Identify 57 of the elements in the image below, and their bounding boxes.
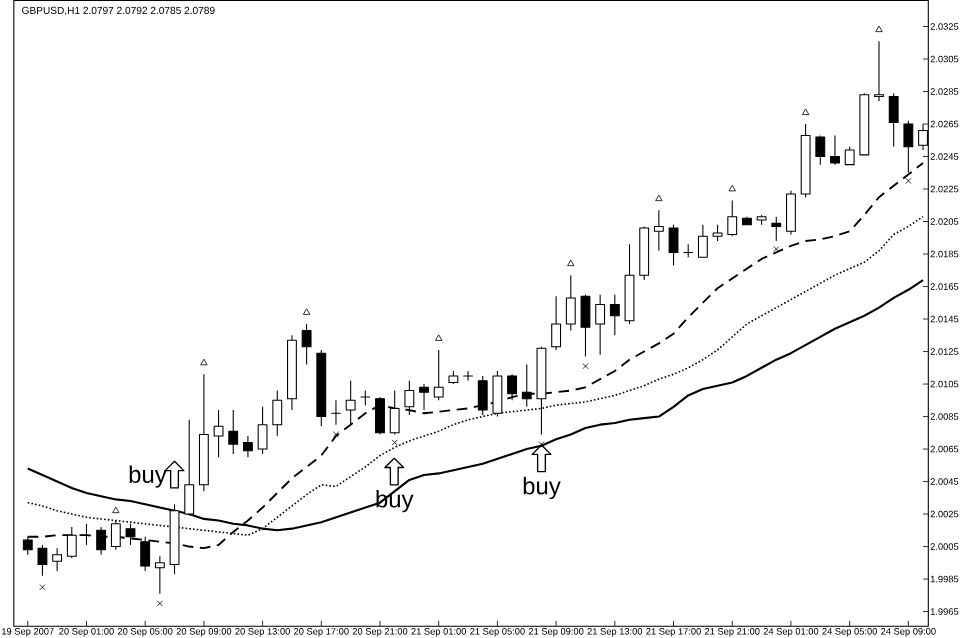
candlestick bbox=[463, 370, 473, 382]
candlestick bbox=[52, 547, 63, 572]
candlestick bbox=[345, 380, 356, 426]
candlestick bbox=[37, 544, 48, 577]
point bbox=[39, 584, 46, 591]
candlestick bbox=[565, 274, 576, 332]
point bbox=[435, 334, 443, 341]
point bbox=[156, 600, 163, 607]
candlestick bbox=[272, 390, 283, 437]
point bbox=[905, 177, 912, 185]
candlestick bbox=[653, 209, 664, 252]
point bbox=[332, 431, 340, 438]
candlestick bbox=[595, 294, 606, 356]
candlestick bbox=[242, 435, 253, 458]
candlestick bbox=[184, 419, 195, 517]
candlestick bbox=[521, 364, 532, 408]
point bbox=[391, 439, 398, 446]
point bbox=[655, 194, 663, 202]
candlestick bbox=[154, 555, 165, 595]
point bbox=[582, 363, 589, 370]
candlestick bbox=[727, 199, 738, 237]
candlestick bbox=[228, 409, 239, 455]
candlestick bbox=[492, 370, 503, 418]
point bbox=[875, 25, 883, 33]
candlestick bbox=[257, 406, 268, 455]
candlestick bbox=[375, 396, 385, 436]
candlestick bbox=[874, 40, 884, 102]
point bbox=[112, 506, 120, 514]
annotation: buy bbox=[376, 490, 414, 513]
annotation: buy bbox=[129, 465, 167, 488]
candlestick bbox=[551, 295, 562, 351]
candlestick bbox=[639, 225, 650, 281]
point bbox=[773, 246, 780, 253]
candlestick bbox=[888, 92, 899, 148]
candlestick bbox=[419, 383, 429, 411]
candlestick bbox=[507, 373, 518, 401]
candlestick bbox=[624, 243, 635, 325]
candlestick bbox=[433, 349, 444, 401]
candlestick bbox=[389, 390, 400, 436]
candlestick bbox=[697, 224, 708, 258]
candlestick bbox=[404, 380, 415, 416]
candlestick bbox=[477, 375, 488, 416]
point bbox=[567, 259, 575, 267]
candlestick bbox=[815, 134, 826, 166]
point bbox=[728, 185, 736, 192]
candlestick bbox=[668, 224, 679, 267]
candlestick bbox=[301, 323, 312, 366]
candlestick bbox=[213, 409, 224, 458]
candlestick bbox=[771, 216, 782, 242]
point bbox=[302, 308, 311, 315]
point bbox=[802, 108, 810, 116]
candlestick bbox=[786, 190, 796, 236]
candlestick bbox=[580, 294, 591, 358]
annotation: buy bbox=[523, 476, 561, 500]
point bbox=[200, 358, 208, 366]
candlestick bbox=[609, 294, 620, 336]
candlestick bbox=[830, 134, 840, 166]
